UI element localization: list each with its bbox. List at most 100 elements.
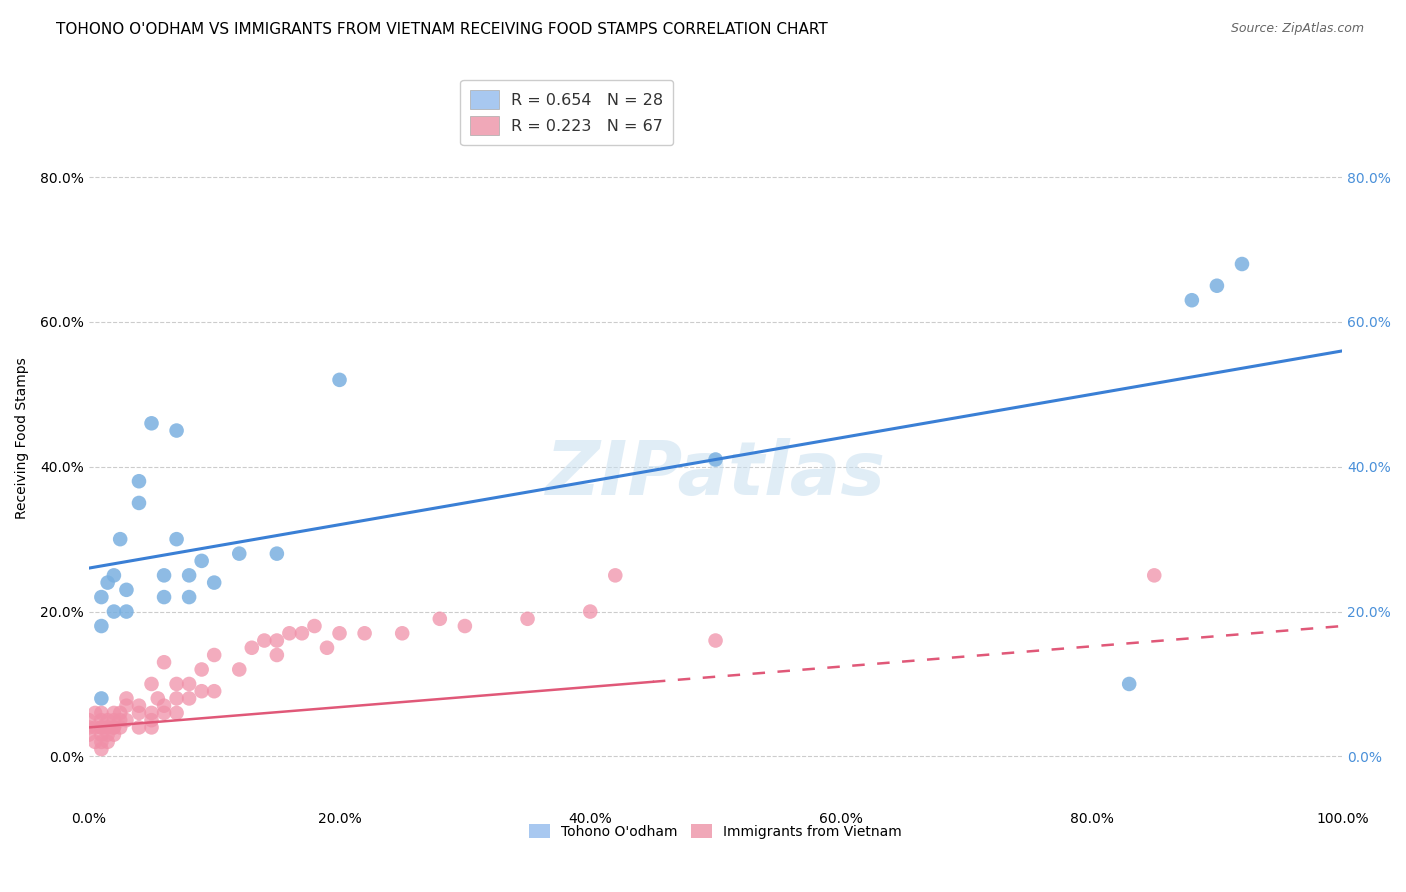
- Point: [179, 568, 201, 582]
- Point: [228, 547, 250, 561]
- Point: [153, 698, 176, 713]
- Point: [1181, 293, 1204, 308]
- Point: [141, 706, 163, 720]
- Point: [228, 663, 250, 677]
- Point: [1143, 568, 1166, 582]
- Point: [90, 735, 112, 749]
- Point: [328, 373, 350, 387]
- Point: [166, 706, 188, 720]
- Point: [115, 713, 138, 727]
- Point: [166, 691, 188, 706]
- Point: [304, 619, 326, 633]
- Point: [328, 626, 350, 640]
- Point: [266, 633, 288, 648]
- Point: [153, 706, 176, 720]
- Point: [90, 590, 112, 604]
- Point: [115, 605, 138, 619]
- Point: [77, 713, 100, 727]
- Text: TOHONO O'ODHAM VS IMMIGRANTS FROM VIETNAM RECEIVING FOOD STAMPS CORRELATION CHAR: TOHONO O'ODHAM VS IMMIGRANTS FROM VIETNA…: [56, 22, 828, 37]
- Point: [166, 424, 188, 438]
- Point: [108, 706, 131, 720]
- Point: [103, 568, 125, 582]
- Point: [103, 605, 125, 619]
- Point: [84, 735, 107, 749]
- Point: [115, 691, 138, 706]
- Point: [1206, 278, 1229, 293]
- Point: [153, 590, 176, 604]
- Point: [108, 720, 131, 734]
- Point: [166, 677, 188, 691]
- Point: [579, 605, 602, 619]
- Y-axis label: Receiving Food Stamps: Receiving Food Stamps: [15, 357, 30, 518]
- Point: [90, 728, 112, 742]
- Point: [190, 684, 212, 698]
- Point: [391, 626, 413, 640]
- Point: [90, 720, 112, 734]
- Point: [90, 691, 112, 706]
- Point: [90, 720, 112, 734]
- Point: [141, 417, 163, 431]
- Point: [97, 735, 120, 749]
- Point: [128, 720, 150, 734]
- Legend: Tohono O'odham, Immigrants from Vietnam: Tohono O'odham, Immigrants from Vietnam: [523, 819, 908, 845]
- Point: [704, 633, 727, 648]
- Point: [190, 663, 212, 677]
- Point: [97, 728, 120, 742]
- Point: [202, 575, 225, 590]
- Point: [90, 742, 112, 756]
- Point: [103, 713, 125, 727]
- Point: [240, 640, 263, 655]
- Point: [266, 547, 288, 561]
- Point: [1118, 677, 1140, 691]
- Point: [103, 720, 125, 734]
- Point: [353, 626, 375, 640]
- Point: [179, 590, 201, 604]
- Point: [266, 648, 288, 662]
- Point: [179, 691, 201, 706]
- Point: [146, 691, 169, 706]
- Point: [84, 706, 107, 720]
- Point: [115, 698, 138, 713]
- Point: [103, 728, 125, 742]
- Point: [141, 713, 163, 727]
- Point: [97, 713, 120, 727]
- Point: [190, 554, 212, 568]
- Text: ZIPatlas: ZIPatlas: [546, 438, 886, 511]
- Point: [141, 720, 163, 734]
- Point: [90, 619, 112, 633]
- Point: [291, 626, 314, 640]
- Point: [253, 633, 276, 648]
- Point: [128, 706, 150, 720]
- Point: [141, 677, 163, 691]
- Point: [90, 706, 112, 720]
- Point: [202, 684, 225, 698]
- Point: [704, 452, 727, 467]
- Point: [115, 582, 138, 597]
- Point: [454, 619, 477, 633]
- Point: [166, 532, 188, 546]
- Point: [97, 575, 120, 590]
- Point: [128, 698, 150, 713]
- Point: [429, 612, 451, 626]
- Point: [90, 713, 112, 727]
- Point: [153, 655, 176, 669]
- Point: [103, 706, 125, 720]
- Point: [128, 474, 150, 488]
- Point: [97, 720, 120, 734]
- Point: [103, 720, 125, 734]
- Point: [179, 677, 201, 691]
- Point: [108, 713, 131, 727]
- Point: [202, 648, 225, 662]
- Text: Source: ZipAtlas.com: Source: ZipAtlas.com: [1230, 22, 1364, 36]
- Point: [84, 720, 107, 734]
- Point: [316, 640, 339, 655]
- Point: [108, 532, 131, 546]
- Point: [1230, 257, 1253, 271]
- Point: [77, 720, 100, 734]
- Point: [605, 568, 627, 582]
- Point: [278, 626, 301, 640]
- Point: [153, 568, 176, 582]
- Point: [77, 728, 100, 742]
- Point: [516, 612, 538, 626]
- Point: [128, 496, 150, 510]
